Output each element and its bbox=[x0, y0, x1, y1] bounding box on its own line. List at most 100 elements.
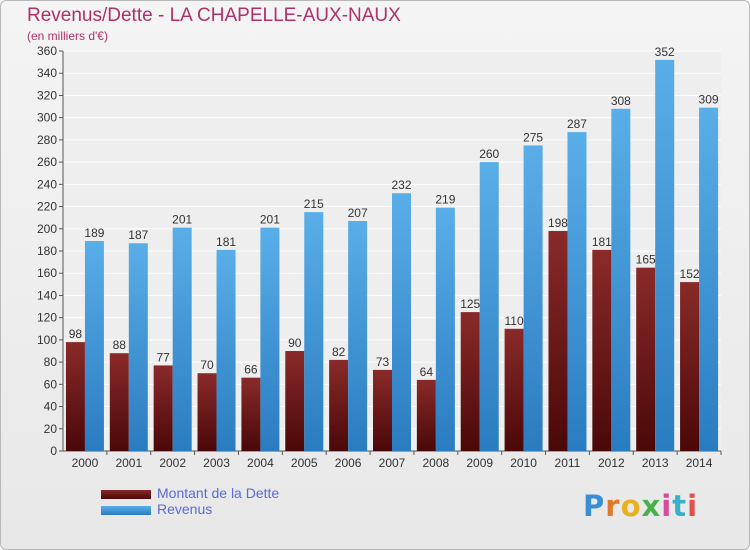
x-tick-label: 2012 bbox=[598, 456, 625, 470]
data-label-debt: 73 bbox=[376, 355, 390, 369]
data-label-debt: 181 bbox=[592, 235, 612, 249]
y-tick-label: 360 bbox=[37, 44, 57, 58]
y-tick-label: 0 bbox=[50, 444, 57, 458]
data-label-revenue: 309 bbox=[699, 93, 719, 107]
data-label-revenue: 275 bbox=[523, 130, 543, 144]
data-label-revenue: 352 bbox=[655, 45, 675, 59]
bar-revenue bbox=[435, 207, 455, 451]
data-label-debt: 82 bbox=[332, 345, 346, 359]
x-tick-label: 2014 bbox=[686, 456, 713, 470]
logo-letter: t bbox=[672, 489, 688, 523]
y-tick-label: 180 bbox=[37, 244, 57, 258]
y-tick-label: 40 bbox=[44, 400, 58, 414]
bar-debt bbox=[504, 328, 524, 451]
data-label-debt: 198 bbox=[548, 216, 568, 230]
legend-label-revenue: Revenus bbox=[157, 501, 213, 517]
y-tick-label: 20 bbox=[44, 422, 58, 436]
y-tick-label: 200 bbox=[37, 222, 57, 236]
bar-debt bbox=[241, 377, 261, 451]
x-tick-label: 2005 bbox=[291, 456, 318, 470]
logo-letter: x bbox=[641, 489, 662, 523]
data-label-revenue: 187 bbox=[128, 228, 148, 242]
data-label-revenue: 201 bbox=[260, 213, 280, 227]
data-label-debt: 88 bbox=[113, 338, 127, 352]
logo-letter: i bbox=[687, 489, 699, 523]
y-tick-label: 160 bbox=[37, 266, 57, 280]
data-label-revenue: 219 bbox=[435, 193, 455, 207]
x-tick-label: 2013 bbox=[642, 456, 669, 470]
x-tick-label: 2004 bbox=[247, 456, 274, 470]
x-tick-label: 2002 bbox=[159, 456, 186, 470]
x-tick-label: 2011 bbox=[555, 456, 581, 470]
bar-revenue bbox=[304, 212, 324, 451]
logo-letter: o bbox=[620, 489, 642, 523]
data-label-debt: 77 bbox=[156, 350, 170, 364]
data-label-debt: 70 bbox=[200, 358, 214, 372]
y-tick-label: 140 bbox=[37, 288, 57, 302]
data-label-revenue: 201 bbox=[172, 213, 192, 227]
x-tick-label: 2007 bbox=[379, 456, 406, 470]
x-tick-label: 2009 bbox=[466, 456, 493, 470]
bar-debt bbox=[109, 353, 129, 451]
data-label-debt: 98 bbox=[69, 327, 83, 341]
bar-revenue bbox=[655, 59, 675, 452]
y-tick-label: 300 bbox=[37, 111, 57, 125]
y-tick-label: 120 bbox=[37, 311, 57, 325]
x-tick-label: 2006 bbox=[335, 456, 362, 470]
x-tick-label: 2000 bbox=[72, 456, 99, 470]
bar-revenue bbox=[348, 221, 368, 451]
legend-swatch-revenue bbox=[101, 506, 151, 515]
data-label-debt: 125 bbox=[460, 297, 480, 311]
bar-chart: 0 20 40 60 80 100 120 140 160 180 200 220 240 260 280 3… bbox=[37, 44, 722, 470]
data-label-revenue: 181 bbox=[216, 235, 236, 249]
bar-debt bbox=[65, 342, 85, 451]
data-label-debt: 110 bbox=[505, 314, 524, 328]
data-label-debt: 90 bbox=[288, 336, 302, 350]
bar-revenue bbox=[523, 145, 543, 451]
y-tick-label: 320 bbox=[37, 88, 57, 102]
bar-debt bbox=[373, 369, 392, 451]
chart-subtitle: (en milliers d'€) bbox=[27, 29, 108, 43]
bar-debt bbox=[460, 312, 480, 451]
bar-debt bbox=[285, 351, 305, 451]
data-label-revenue: 189 bbox=[84, 226, 104, 240]
bar-revenue bbox=[172, 227, 192, 451]
data-label-revenue: 308 bbox=[611, 94, 631, 108]
x-tick-label: 2001 bbox=[115, 456, 142, 470]
bar-debt bbox=[636, 267, 656, 451]
y-tick-label: 340 bbox=[37, 66, 57, 80]
bar-revenue bbox=[567, 132, 587, 451]
logo-letter: i bbox=[661, 489, 673, 523]
data-label-debt: 152 bbox=[680, 267, 700, 281]
bar-debt bbox=[680, 282, 700, 451]
data-label-revenue: 232 bbox=[391, 178, 411, 192]
bar-revenue bbox=[84, 241, 104, 451]
data-label-revenue: 260 bbox=[479, 147, 499, 161]
bar-revenue bbox=[128, 243, 148, 451]
x-tick-label: 2003 bbox=[203, 456, 230, 470]
y-tick-label: 280 bbox=[37, 133, 57, 147]
data-label-revenue: 215 bbox=[304, 197, 324, 211]
data-label-debt: 165 bbox=[636, 253, 656, 267]
y-tick-label: 80 bbox=[44, 355, 58, 369]
y-tick-label: 100 bbox=[37, 333, 57, 347]
bar-debt bbox=[416, 379, 436, 451]
logo-letter: r bbox=[605, 489, 621, 523]
logo-letter: P bbox=[583, 489, 606, 523]
bar-revenue bbox=[392, 193, 411, 451]
bar-revenue bbox=[611, 108, 631, 452]
bar-debt bbox=[153, 365, 173, 451]
chart-title: Revenus/Dette - LA CHAPELLE-AUX-NAUX bbox=[27, 5, 401, 26]
legend-label-debt: Montant de la Dette bbox=[157, 485, 280, 501]
bar-revenue bbox=[260, 227, 280, 451]
x-tick-label: 2010 bbox=[510, 456, 537, 470]
y-tick-label: 60 bbox=[44, 377, 58, 391]
y-tick-label: 240 bbox=[37, 177, 57, 191]
legend-swatch-debt bbox=[101, 490, 151, 499]
bar-debt bbox=[592, 249, 612, 451]
y-tick-label: 260 bbox=[37, 155, 57, 169]
bar-debt bbox=[548, 231, 568, 451]
data-label-revenue: 287 bbox=[567, 117, 587, 131]
y-tick-label: 220 bbox=[37, 200, 57, 214]
